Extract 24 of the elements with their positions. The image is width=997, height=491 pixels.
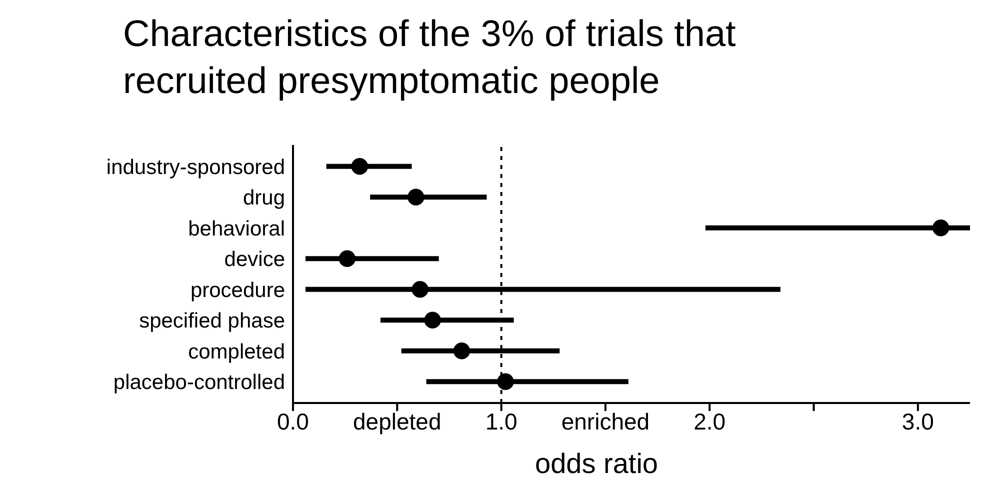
x-tick-label: 2.0 — [694, 408, 726, 434]
point — [932, 220, 950, 236]
y-tick-label: drug — [242, 186, 285, 210]
point — [453, 342, 470, 360]
y-tick-label: procedure — [190, 278, 285, 302]
x-tick-label: 3.0 — [902, 408, 934, 434]
point — [351, 158, 368, 175]
point — [408, 188, 424, 206]
y-tick-label: device — [224, 248, 285, 272]
point — [338, 250, 356, 267]
x-tick-label: depleted — [353, 408, 442, 434]
x-tick-label: 1.0 — [485, 408, 518, 434]
point — [497, 373, 514, 390]
y-tick-label: specified phase — [139, 310, 285, 333]
chart-title: Characteristics of the 3% of trials that recruited presymptomatic people — [123, 12, 737, 103]
point — [424, 312, 441, 328]
y-tick-label: behavioral — [188, 217, 285, 240]
point — [412, 281, 428, 298]
x-tick-label: 0.0 — [277, 408, 309, 434]
y-tick-label: industry-sponsored — [106, 156, 285, 179]
x-tick-label: enriched — [561, 408, 650, 434]
y-tick-label: placebo-controlled — [113, 371, 285, 394]
y-tick-label: completed — [188, 340, 285, 364]
x-axis-title: odds ratio — [535, 448, 658, 480]
